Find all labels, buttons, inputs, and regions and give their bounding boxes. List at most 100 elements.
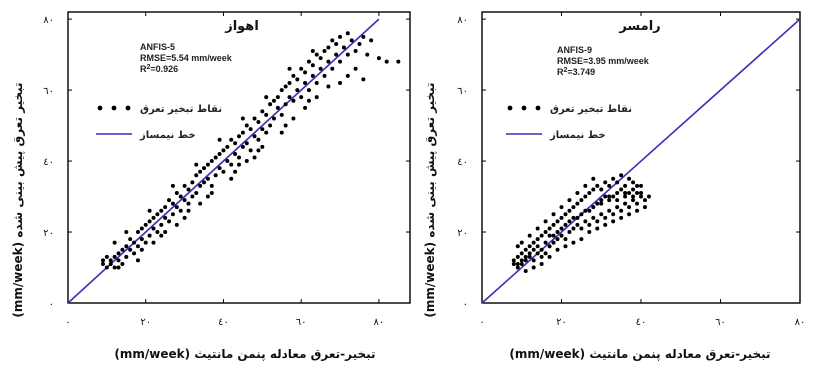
data-point <box>198 169 203 174</box>
data-point <box>124 230 129 235</box>
data-point <box>182 183 187 188</box>
data-point <box>396 59 401 64</box>
data-point <box>221 148 226 153</box>
data-point <box>170 212 175 217</box>
data-point <box>555 247 560 252</box>
data-point <box>186 187 191 192</box>
data-point <box>559 233 564 238</box>
data-point <box>523 254 528 259</box>
legend-point-marker <box>535 105 541 111</box>
data-point <box>252 134 257 139</box>
data-point <box>341 45 346 50</box>
data-point <box>547 226 552 231</box>
data-point <box>559 205 564 210</box>
y-tick-label: ٤٠ <box>43 157 54 168</box>
y-tick-label: ٤٠ <box>457 157 468 168</box>
data-point <box>583 208 588 213</box>
x-axis-title: (mm/week) تبخیر-تعرق معادله پنمن مانتیث <box>509 347 770 361</box>
data-point <box>229 137 234 142</box>
data-point <box>104 254 109 259</box>
data-point <box>587 222 592 227</box>
data-point <box>527 233 532 238</box>
legend-point-marker <box>521 105 527 111</box>
data-point <box>314 95 319 100</box>
data-point <box>603 194 608 199</box>
data-point <box>198 183 203 188</box>
data-point <box>623 194 628 199</box>
data-point <box>631 198 636 203</box>
data-point <box>567 198 572 203</box>
data-point <box>178 194 183 199</box>
data-point <box>128 247 133 252</box>
data-point <box>531 247 536 252</box>
x-axis-title: (mm/week) تبخیر-تعرق معادله پنمن مانتیث <box>114 347 375 361</box>
data-point <box>515 261 520 266</box>
data-point <box>104 265 109 270</box>
data-point <box>322 73 327 78</box>
data-point <box>237 162 241 167</box>
data-point <box>287 66 292 71</box>
data-point <box>155 230 160 235</box>
data-point <box>599 212 604 217</box>
data-point <box>551 240 556 245</box>
data-point <box>519 261 524 266</box>
data-point <box>619 208 624 213</box>
x-tick-label: ٨٠ <box>795 317 806 328</box>
data-point <box>627 176 632 181</box>
data-point <box>631 194 636 199</box>
data-point <box>583 194 588 199</box>
data-point <box>547 233 552 238</box>
y-tick-label: ٠ <box>463 299 468 310</box>
data-point <box>147 219 152 224</box>
data-point <box>345 31 350 36</box>
data-point <box>619 215 624 220</box>
legend-label-line: خط نیمساز <box>549 130 606 141</box>
data-point <box>108 258 113 263</box>
data-point <box>209 183 214 188</box>
data-point <box>260 109 265 114</box>
data-point <box>116 251 121 256</box>
data-point <box>607 194 612 199</box>
data-point <box>190 194 195 199</box>
data-point <box>571 226 576 231</box>
x-tick-label: ٠ <box>479 317 484 328</box>
data-point <box>535 251 540 256</box>
legend-point-marker <box>125 105 131 111</box>
data-point <box>547 244 552 249</box>
legend: نقاط تبخیر تعرق خط نیمساز <box>96 104 222 141</box>
data-point <box>607 183 612 188</box>
data-point <box>194 162 199 167</box>
data-point <box>256 137 261 142</box>
data-point <box>186 201 191 206</box>
data-point <box>627 212 632 217</box>
data-point <box>132 251 137 256</box>
data-point <box>318 56 323 61</box>
data-point <box>318 66 323 71</box>
data-point <box>361 34 366 39</box>
data-point <box>209 159 214 164</box>
y-tick-label: ٢٠ <box>457 228 468 239</box>
data-point <box>635 208 640 213</box>
data-point <box>575 190 580 195</box>
data-point <box>330 66 335 71</box>
data-point <box>579 212 584 217</box>
data-point <box>639 190 643 195</box>
data-point <box>579 198 584 203</box>
data-point <box>543 219 548 224</box>
data-point <box>310 63 315 68</box>
data-point <box>287 80 292 85</box>
legend-point-marker <box>97 105 103 111</box>
data-point <box>646 194 651 199</box>
x-tick-label: ٦٠ <box>296 317 307 328</box>
data-point <box>147 208 152 213</box>
data-point <box>338 59 343 64</box>
data-point <box>112 265 117 270</box>
data-point <box>283 84 288 89</box>
rmse-label: RMSE=5.54 mm/week <box>140 53 233 63</box>
data-point <box>639 183 643 188</box>
data-point <box>579 237 584 242</box>
data-point <box>384 59 389 64</box>
data-point <box>559 226 564 231</box>
data-point <box>275 105 280 110</box>
data-point <box>244 123 249 128</box>
